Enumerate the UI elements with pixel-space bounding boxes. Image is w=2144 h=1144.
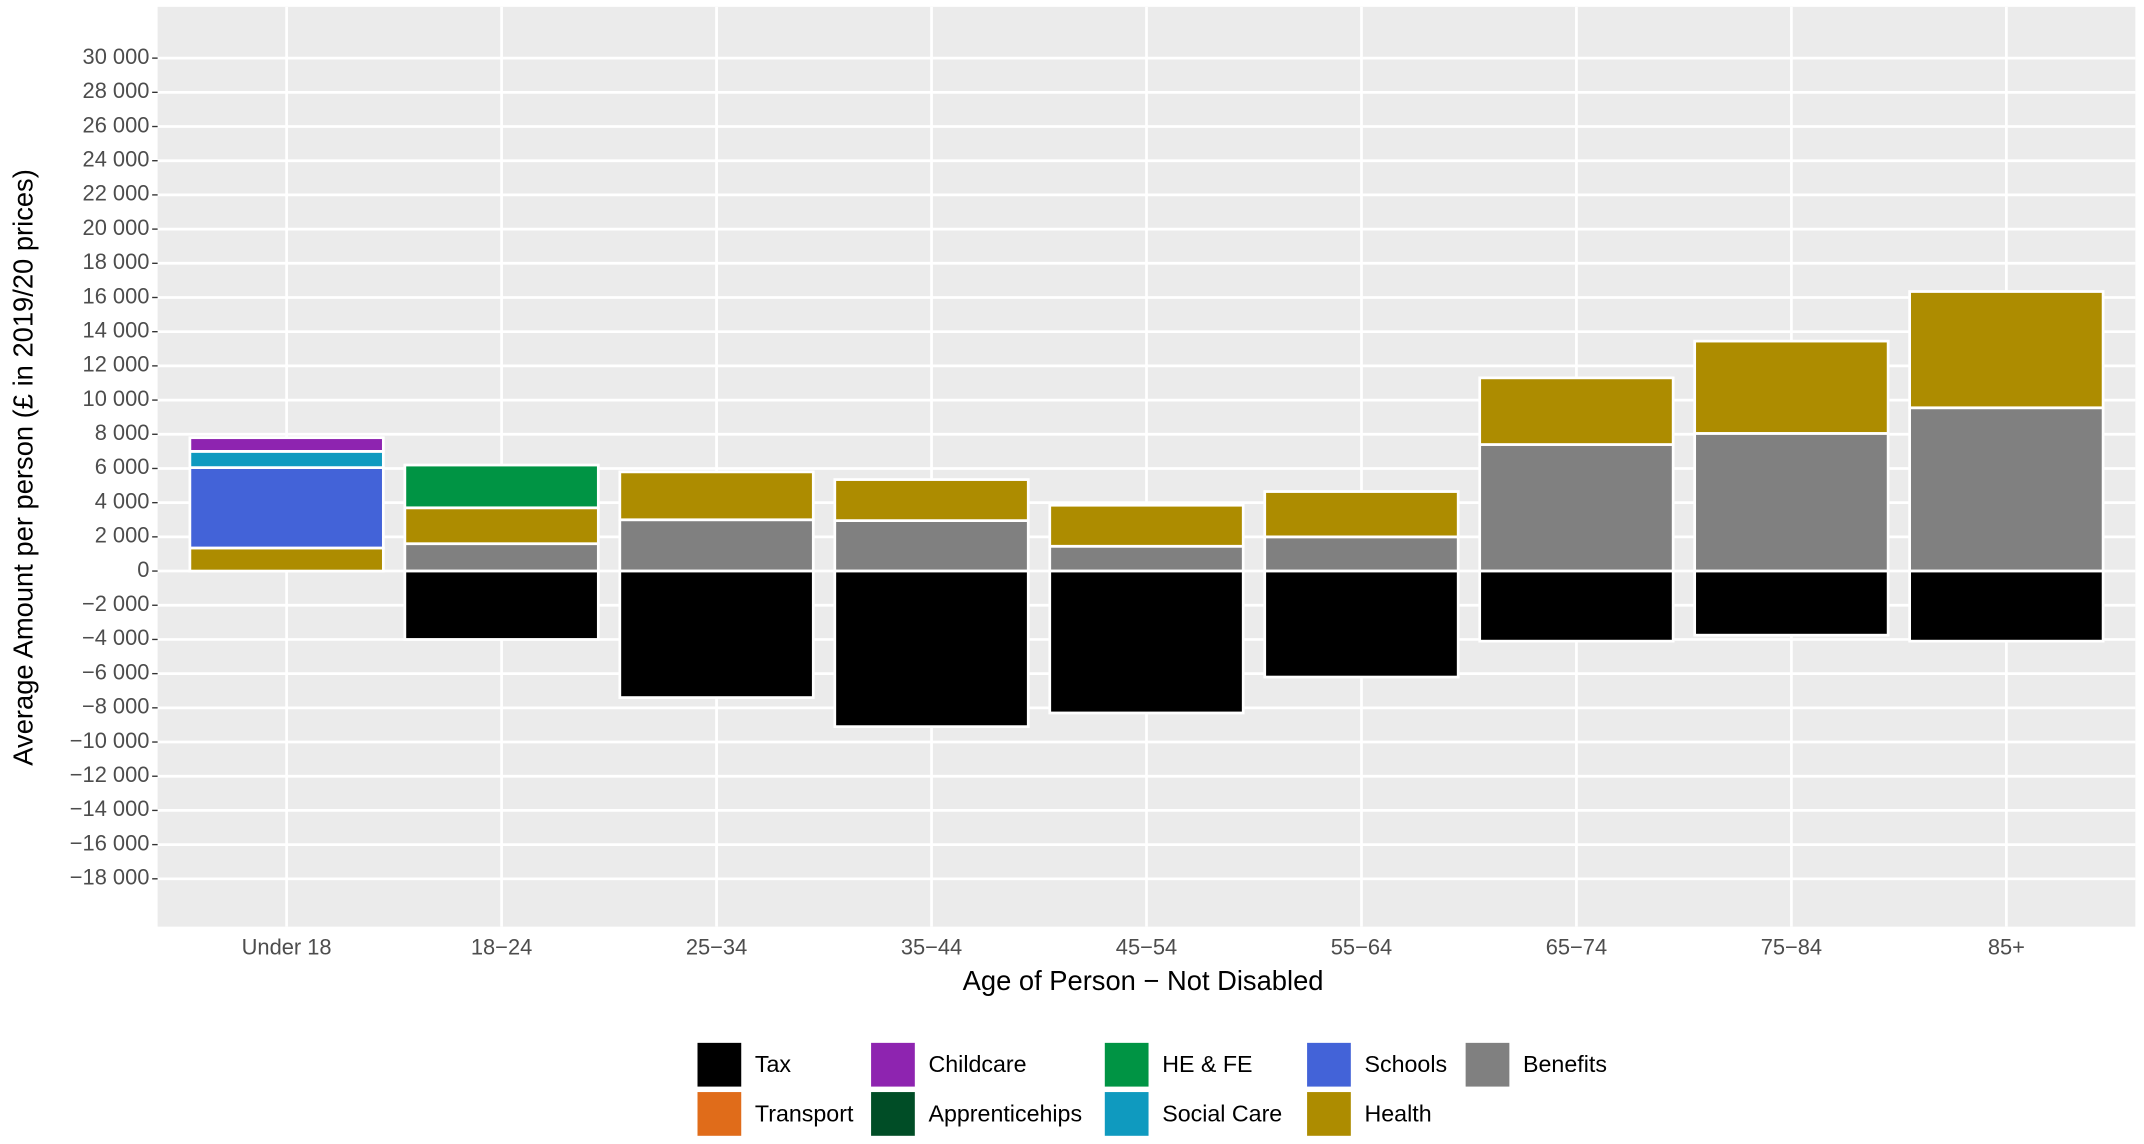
y-tick-label: −6 000 bbox=[82, 659, 149, 684]
y-tick-label: 30 000 bbox=[83, 44, 150, 69]
legend-key bbox=[871, 1092, 915, 1136]
x-tick-label: 85+ bbox=[1988, 934, 2025, 959]
y-tick-label: −16 000 bbox=[70, 830, 150, 855]
bar-segment bbox=[833, 519, 1030, 573]
bar-segment bbox=[403, 506, 600, 546]
x-tick-label: 18−24 bbox=[471, 934, 532, 959]
y-tick-label: 6 000 bbox=[95, 454, 150, 479]
y-tick-label: 14 000 bbox=[83, 317, 150, 342]
x-tick-label: 45−54 bbox=[1116, 934, 1177, 959]
bar-segment bbox=[1263, 569, 1460, 679]
y-tick-label: 22 000 bbox=[83, 181, 150, 206]
bar-segment bbox=[1478, 569, 1675, 643]
y-tick-label: 0 bbox=[137, 557, 149, 582]
y-tick-label: −2 000 bbox=[82, 591, 149, 616]
legend-label: Childcare bbox=[928, 1051, 1026, 1077]
legend-label: Social Care bbox=[1162, 1100, 1282, 1126]
bar-segment bbox=[1693, 432, 1890, 573]
legend-label: Schools bbox=[1364, 1051, 1447, 1077]
y-tick-label: 16 000 bbox=[83, 283, 150, 308]
legend-key bbox=[1465, 1042, 1510, 1087]
legend-label: Health bbox=[1364, 1100, 1431, 1126]
bar-segment bbox=[188, 450, 385, 469]
bar-segment bbox=[1693, 339, 1890, 435]
bar-segment bbox=[1908, 290, 2105, 410]
y-axis-title: Average Amount per person (£ in 2019/20 … bbox=[7, 169, 38, 766]
legend-label: Benefits bbox=[1523, 1051, 1607, 1077]
bar-segment bbox=[188, 466, 385, 550]
bar-segment bbox=[1478, 443, 1675, 573]
bar-segment bbox=[1263, 535, 1460, 573]
y-tick-label: 24 000 bbox=[83, 146, 150, 171]
x-tick-label: 75−84 bbox=[1761, 934, 1822, 959]
legend-key bbox=[697, 1042, 742, 1087]
bar-segment bbox=[1048, 503, 1245, 548]
x-tick-label: 35−44 bbox=[901, 934, 962, 959]
y-tick-label: −18 000 bbox=[70, 865, 150, 890]
legend-label: Tax bbox=[755, 1051, 792, 1077]
y-tick-label: 10 000 bbox=[83, 386, 150, 411]
legend-key bbox=[871, 1042, 915, 1087]
bar-segment bbox=[618, 569, 815, 699]
legend-key bbox=[1104, 1092, 1149, 1136]
x-tick-label: Under 18 bbox=[242, 934, 332, 959]
bar-segment bbox=[1908, 406, 2105, 573]
bar-segment bbox=[1908, 569, 2105, 643]
bar-segment bbox=[618, 470, 815, 522]
y-tick-label: −8 000 bbox=[82, 694, 149, 719]
y-tick-label: 18 000 bbox=[83, 249, 150, 274]
x-tick-label: 55−64 bbox=[1331, 934, 1392, 959]
y-tick-label: 2 000 bbox=[95, 523, 150, 548]
y-tick-label: 26 000 bbox=[83, 112, 150, 137]
bar-segment bbox=[1693, 569, 1890, 637]
bar-segment bbox=[1048, 544, 1245, 573]
legend-key bbox=[1104, 1042, 1149, 1087]
bar-segment bbox=[833, 478, 1030, 522]
y-tick-label: −10 000 bbox=[70, 728, 150, 753]
y-tick-label: 8 000 bbox=[95, 420, 150, 445]
bar-segment bbox=[1263, 490, 1460, 539]
bar-segment bbox=[833, 569, 1030, 729]
x-axis-title: Age of Person − Not Disabled bbox=[963, 965, 1324, 996]
bar-segment bbox=[188, 436, 385, 453]
legend-key bbox=[697, 1092, 742, 1136]
legend-key bbox=[1307, 1042, 1351, 1087]
y-tick-label: 20 000 bbox=[83, 215, 150, 240]
legend-label: HE & FE bbox=[1162, 1051, 1252, 1077]
y-tick-label: 28 000 bbox=[83, 78, 150, 103]
bar-segment bbox=[188, 546, 385, 573]
legend-label: Apprenticehips bbox=[928, 1100, 1082, 1126]
bar-segment bbox=[403, 569, 600, 641]
bar-segment bbox=[618, 518, 815, 573]
y-tick-label: −14 000 bbox=[70, 796, 150, 821]
y-tick-label: −12 000 bbox=[70, 762, 150, 787]
bar-segment bbox=[1478, 376, 1675, 446]
legend-label: Transport bbox=[755, 1100, 854, 1126]
bar-segment bbox=[1048, 569, 1245, 715]
x-tick-label: 25−34 bbox=[686, 934, 747, 959]
bar-segment bbox=[403, 463, 600, 510]
legend-key bbox=[1307, 1092, 1351, 1136]
x-tick-label: 65−74 bbox=[1546, 934, 1607, 959]
y-tick-label: 4 000 bbox=[95, 488, 150, 513]
bar-segment bbox=[403, 542, 600, 573]
y-tick-label: 12 000 bbox=[83, 352, 150, 377]
y-tick-label: −4 000 bbox=[82, 625, 149, 650]
